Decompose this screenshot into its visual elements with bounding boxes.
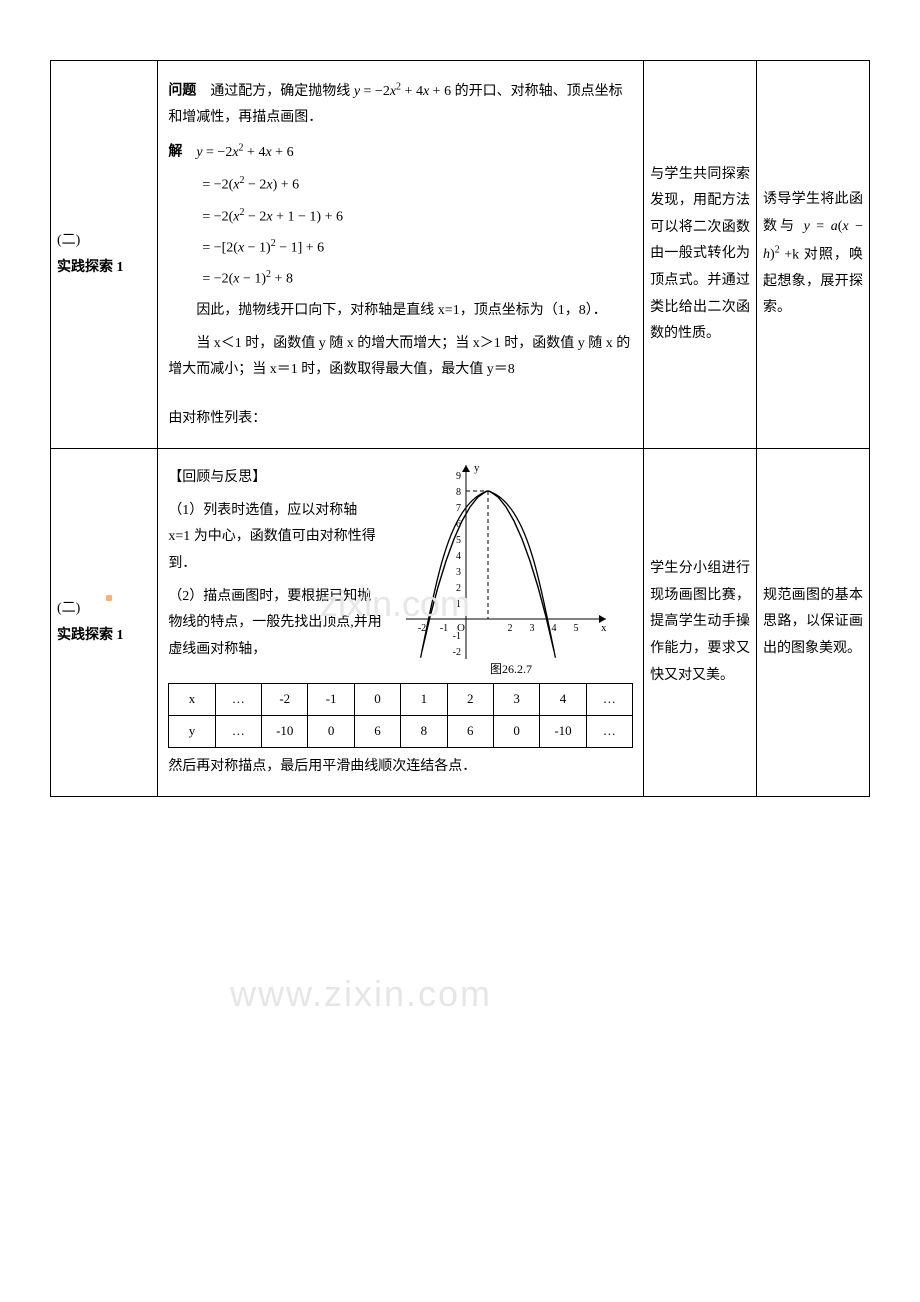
recall-2: （2）描点画图时，要根据已知抛物线的特点，一般先找出顶点,并用虚线画对称轴， <box>168 584 382 664</box>
row2-label: (二) 实践探索 1 <box>51 449 158 797</box>
svg-text:-2: -2 <box>452 647 460 658</box>
cell: -10 <box>540 715 586 747</box>
conclusion-2: 当 x＜1 时，函数值 y 随 x 的增大而增大；当 x＞1 时，函数值 y 随… <box>168 331 633 384</box>
label-line1: (二) <box>57 228 151 255</box>
table-row: (二) 实践探索 1 【回顾与反思】 （1）列表时选值，应以对称轴 x=1 为中… <box>51 449 870 797</box>
row1-content: 问题 通过配方，确定抛物线 y = −2x2 + 4x + 6 的开口、对称轴、… <box>158 61 644 449</box>
eq0: y = −2x2 + 4x + 6 <box>196 145 293 160</box>
row2-note1: 学生分小组进行现场画图比赛，提高学生动手操作能力，要求又快又对又美。 <box>644 449 757 797</box>
recall-title: 【回顾与反思】 <box>168 465 382 492</box>
svg-text:4: 4 <box>456 551 461 562</box>
svg-text:1: 1 <box>456 599 461 610</box>
svg-text:y: y <box>474 462 480 474</box>
cell: 6 <box>354 715 400 747</box>
derivation: = −2(x2 − 2x) + 6 = −2(x2 − 2x + 1 − 1) … <box>168 172 633 292</box>
xy-table: x … -2 -1 0 1 2 3 4 … y … -10 <box>168 683 633 747</box>
conclusion-1: 因此，抛物线开口向下，对称轴是直线 x=1，顶点坐标为（1，8）． <box>168 298 633 325</box>
cell: 0 <box>493 715 539 747</box>
svg-text:2: 2 <box>456 583 461 594</box>
xy-header-row: x … -2 -1 0 1 2 3 4 … <box>169 684 633 716</box>
by-symmetry: 由对称性列表： <box>168 406 633 433</box>
eq4: = −2(x − 1)2 + 8 <box>202 266 633 291</box>
cell: 0 <box>354 684 400 716</box>
svg-text:9: 9 <box>456 471 461 482</box>
row1-note2: 诱导学生将此函数与 y = a(x − h)2 +k 对照，唤起想象，展开探索。 <box>757 61 870 449</box>
cell: … <box>586 684 632 716</box>
row1-note1: 与学生共同探索发现，用配方法可以将二次函数由一般式转化为顶点式。并通过类比给出二… <box>644 61 757 449</box>
svg-text:-1: -1 <box>439 623 447 634</box>
row2-tail: 然后再对称描点，最后用平滑曲线顺次连结各点． <box>168 754 633 781</box>
cell: 3 <box>493 684 539 716</box>
svg-text:4: 4 <box>551 623 556 634</box>
cell: … <box>586 715 632 747</box>
cell: x <box>169 684 215 716</box>
row2-note2: 规范画图的基本思路，以保证画出的图象美观。 <box>757 449 870 797</box>
cell: 6 <box>447 715 493 747</box>
label-line2: 实践探索 1 <box>57 255 151 282</box>
svg-text:-1: -1 <box>452 631 460 642</box>
cell: -2 <box>262 684 308 716</box>
svg-text:3: 3 <box>456 567 461 578</box>
svg-text:7: 7 <box>456 503 461 514</box>
svg-text:3: 3 <box>529 623 534 634</box>
lesson-table: (二) 实践探索 1 问题 通过配方，确定抛物线 y = −2x2 + 4x +… <box>50 60 870 797</box>
orange-marker-1 <box>106 595 112 601</box>
label-line1: (二) <box>57 596 151 623</box>
recall-1: （1）列表时选值，应以对称轴 x=1 为中心，函数值可由对称性得到． <box>168 498 382 578</box>
problem-label: 问题 <box>168 84 196 99</box>
table-row: (二) 实践探索 1 问题 通过配方，确定抛物线 y = −2x2 + 4x +… <box>51 61 870 449</box>
parabola-graph: O 987 654 321 -1-2 -2-1 23 <box>388 459 633 677</box>
cell: 2 <box>447 684 493 716</box>
svg-text:8: 8 <box>456 487 461 498</box>
svg-text:x: x <box>601 622 607 634</box>
eq2: = −2(x2 − 2x + 1 − 1) + 6 <box>202 204 633 229</box>
figure-label: 图26.2.7 <box>490 662 532 676</box>
cell: 0 <box>308 715 354 747</box>
svg-text:2: 2 <box>507 623 512 634</box>
cell: y <box>169 715 215 747</box>
row1-label: (二) 实践探索 1 <box>51 61 158 449</box>
cell: 8 <box>401 715 447 747</box>
watermark-bottom: www.zixin.com <box>230 960 492 1028</box>
svg-text:-2: -2 <box>417 623 425 634</box>
xy-value-row: y … -10 0 6 8 6 0 -10 … <box>169 715 633 747</box>
problem-text: 通过配方，确定抛物线 y = −2x2 + 4x + 6 的开口、对称轴、顶点坐… <box>168 84 622 126</box>
svg-text:5: 5 <box>456 535 461 546</box>
cell: … <box>215 715 261 747</box>
cell: 4 <box>540 684 586 716</box>
row2-content: 【回顾与反思】 （1）列表时选值，应以对称轴 x=1 为中心，函数值可由对称性得… <box>158 449 644 797</box>
cell: -1 <box>308 684 354 716</box>
cell: -10 <box>262 715 308 747</box>
cell: … <box>215 684 261 716</box>
solution-label: 解 <box>168 145 182 160</box>
svg-text:5: 5 <box>573 623 578 634</box>
eq3: = −[2(x − 1)2 − 1] + 6 <box>202 235 633 260</box>
eq1: = −2(x2 − 2x) + 6 <box>202 172 633 197</box>
label-line2: 实践探索 1 <box>57 623 151 650</box>
cell: 1 <box>401 684 447 716</box>
